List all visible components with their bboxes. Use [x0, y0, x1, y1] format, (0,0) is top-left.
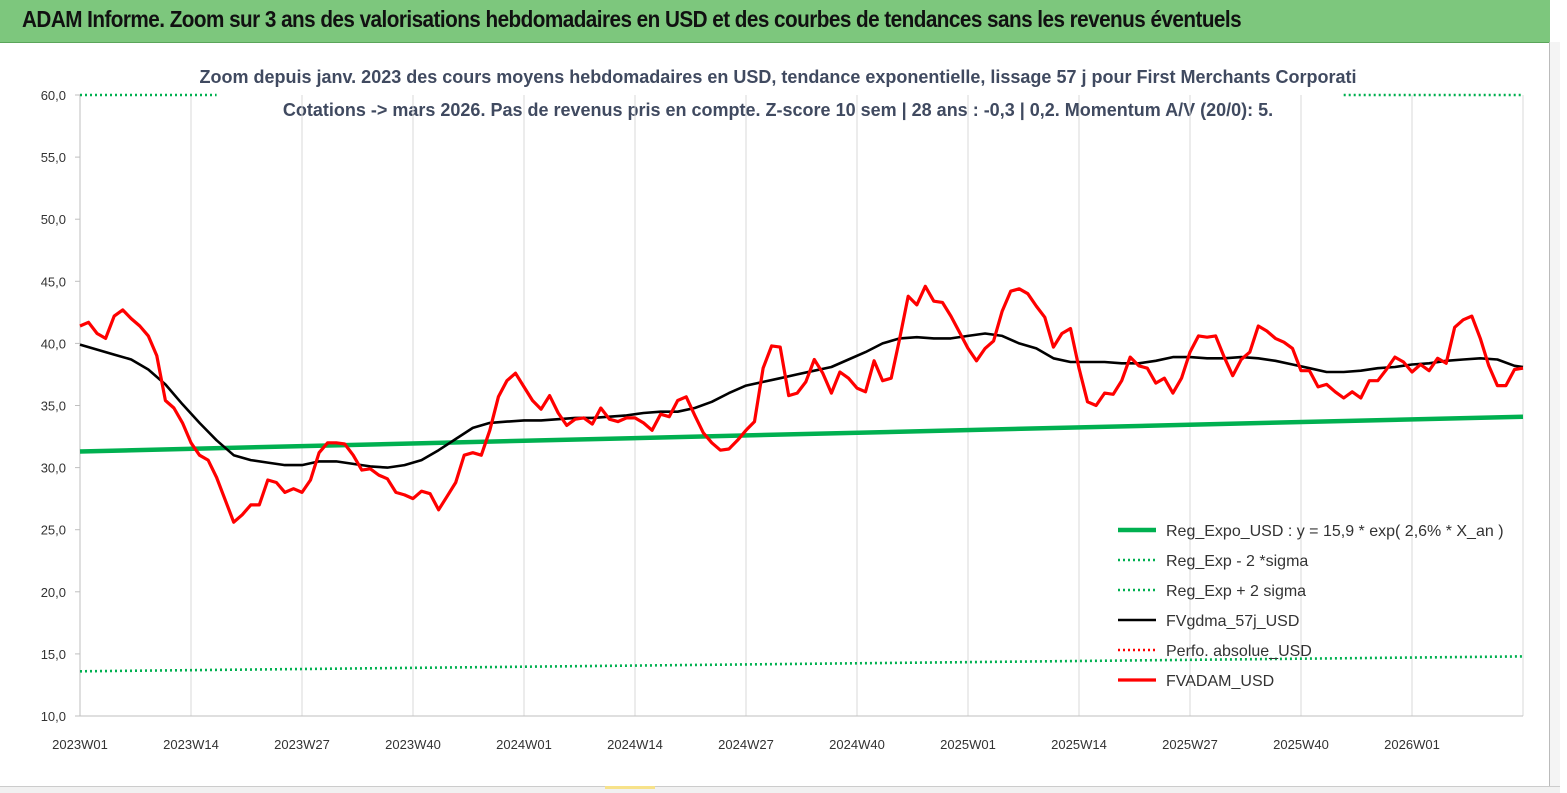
- header-banner: ADAM Informe. Zoom sur 3 ans des valoris…: [0, 0, 1550, 43]
- chart-grid: [79, 95, 1524, 716]
- series-line-5: [79, 284, 1524, 524]
- chart-legend: Reg_Expo_USD : y = 15,9 * exp( 2,6% * X_…: [1118, 523, 1504, 690]
- y-tick-label: 15,0: [41, 647, 66, 662]
- x-axis: 2023W01 2023W14 2023W27 2023W40 2024W01 2024W…: [52, 715, 1523, 752]
- window-frame-bottom: [0, 786, 1560, 793]
- y-tick-label: 55,0: [41, 150, 66, 165]
- y-tick-label: 60,0: [41, 88, 66, 103]
- y-tick-label: 25,0: [41, 523, 66, 538]
- x-tick-label: 2025W01: [940, 737, 996, 752]
- x-tick-label: 2025W27: [1162, 737, 1218, 752]
- y-tick-label: 20,0: [41, 585, 66, 600]
- chart-title-line-1: Zoom depuis janv. 2023 des cours moyens …: [200, 67, 1357, 87]
- window-frame-right: [1549, 42, 1560, 787]
- x-tick-label: 2024W01: [496, 737, 552, 752]
- y-tick-label: 30,0: [41, 461, 66, 476]
- y-tick-label: 10,0: [41, 709, 66, 724]
- x-tick-label: 2024W14: [607, 737, 663, 752]
- y-tick-label: 35,0: [41, 399, 66, 414]
- y-tick-label: 50,0: [41, 212, 66, 227]
- x-tick-label: 2023W40: [385, 737, 441, 752]
- chart-title-line-2: Cotations -> mars 2026. Pas de revenus p…: [283, 100, 1273, 120]
- x-tick-label: 2023W27: [274, 737, 330, 752]
- x-tick-label: 2023W01: [52, 737, 108, 752]
- x-tick-label: 2026W01: [1384, 737, 1440, 752]
- chart-series: [79, 93, 1524, 673]
- x-tick-label: 2024W40: [829, 737, 885, 752]
- legend-label: Reg_Exp + 2 sigma: [1166, 583, 1306, 600]
- banner-title: ADAM Informe. Zoom sur 3 ans des valoris…: [22, 6, 1242, 32]
- legend-label: Reg_Exp - 2 *sigma: [1166, 553, 1308, 570]
- legend-label: FVgdma_57j_USD: [1166, 613, 1299, 630]
- series-line-1: [79, 655, 1524, 673]
- series-line-0: [79, 414, 1524, 454]
- y-tick-label: 45,0: [41, 274, 66, 289]
- series-line-3: [79, 332, 1524, 469]
- legend-label: FVADAM_USD: [1166, 673, 1274, 690]
- x-tick-label: 2024W27: [718, 737, 774, 752]
- legend-label: Perfo. absolue_USD: [1166, 643, 1312, 660]
- x-tick-label: 2025W14: [1051, 737, 1107, 752]
- x-tick-label: 2025W40: [1273, 737, 1329, 752]
- sheet-tab-marker: [605, 786, 655, 789]
- x-tick-label: 2023W14: [163, 737, 219, 752]
- legend-label: Reg_Expo_USD : y = 15,9 * exp( 2,6% * X_…: [1166, 523, 1504, 540]
- y-axis: 10,0 15,0 20,0 25,0 30,0 35,0 40,0 45,0 50,0 55,0…: [41, 88, 81, 724]
- y-tick-label: 40,0: [41, 336, 66, 351]
